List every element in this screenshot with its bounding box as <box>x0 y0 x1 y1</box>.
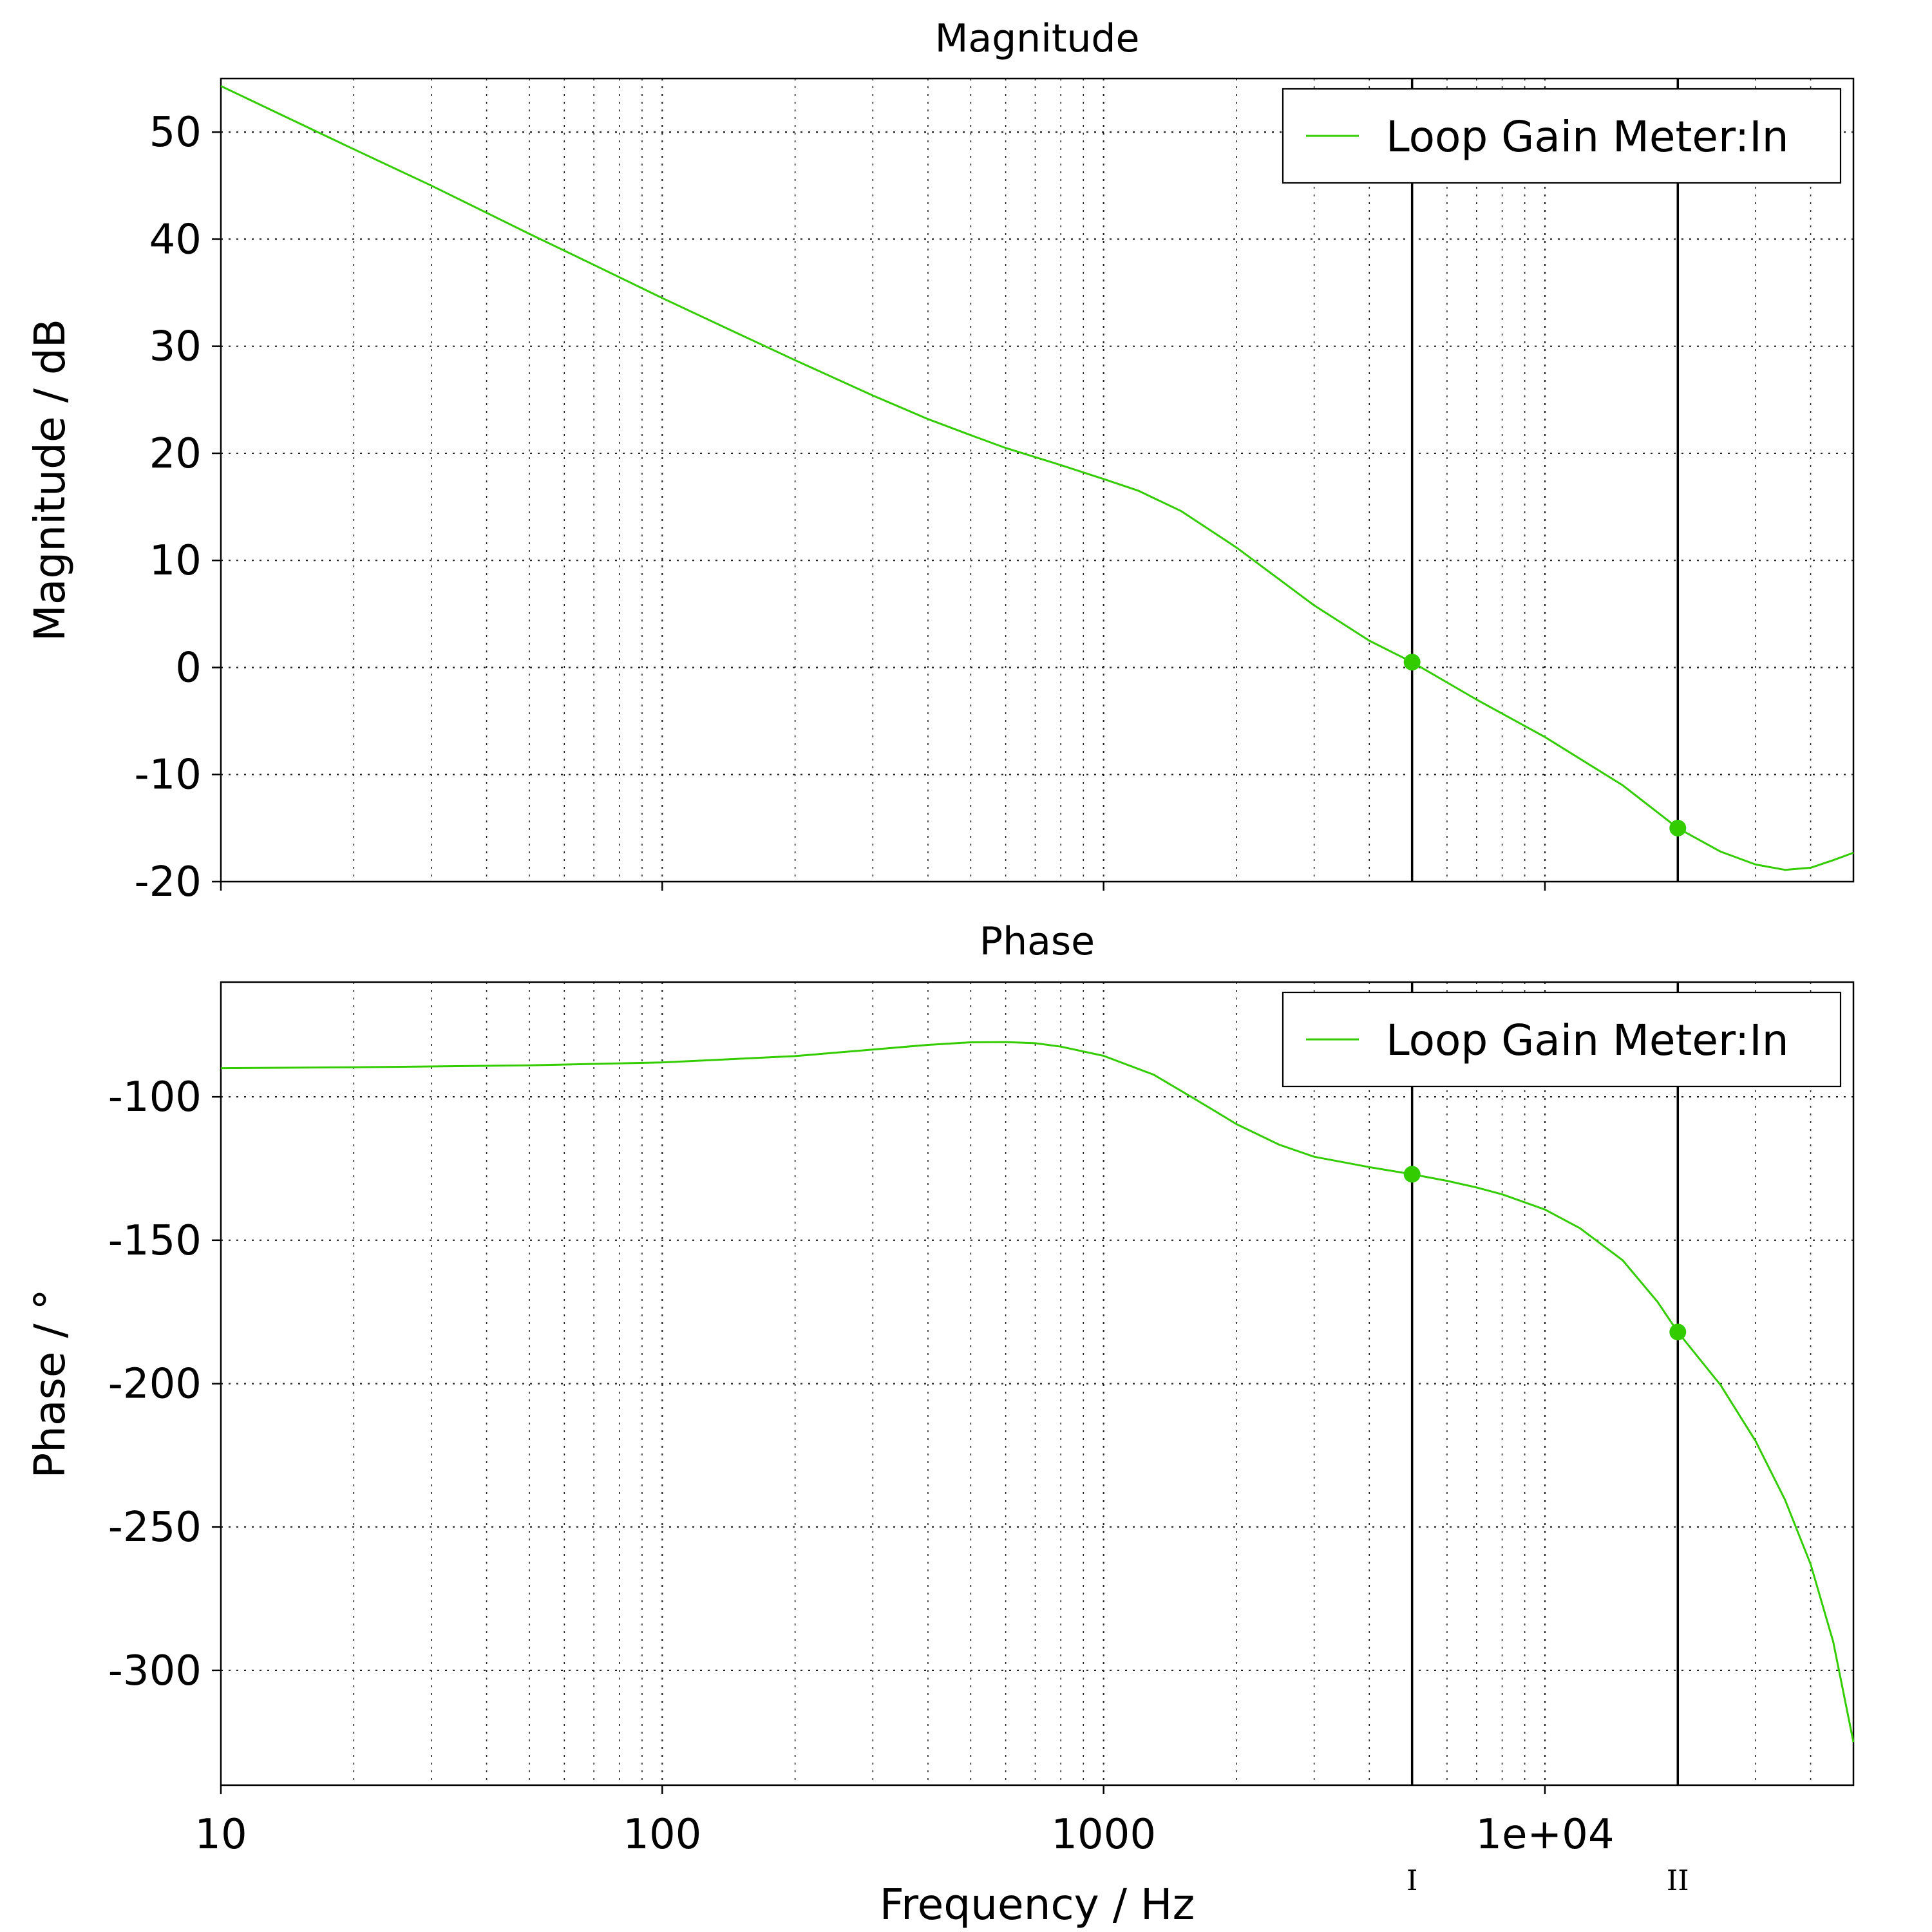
x-tick-label: 10 <box>194 1811 247 1859</box>
legend: Loop Gain Meter:In <box>1282 991 1842 1088</box>
y-tick-label: 30 <box>149 323 202 371</box>
panel-title: Phase <box>980 919 1095 964</box>
y-tick-label: -150 <box>108 1217 202 1265</box>
legend: Loop Gain Meter:In <box>1282 88 1842 184</box>
y-tick-label: -200 <box>108 1361 202 1408</box>
phase-panel: Phase -300 -250 -200 -150 -100 10 100 1000 1e+04 P… <box>25 919 1855 1929</box>
cursor-marker-II <box>1669 819 1687 837</box>
legend-box <box>1282 991 1842 1088</box>
grid <box>221 982 1853 1785</box>
y-axis-label: Phase / ° <box>25 1289 75 1478</box>
cursor-marker-II <box>1669 1323 1687 1341</box>
legend-box <box>1282 88 1842 184</box>
plot-frame <box>220 77 1855 883</box>
x-tick-label: 1000 <box>1051 1811 1156 1859</box>
legend-label: Loop Gain Meter:In <box>1386 1016 1789 1065</box>
series-line <box>220 85 1854 871</box>
x-tick-label: 100 <box>623 1811 701 1859</box>
y-tick-label: -300 <box>108 1647 202 1695</box>
legend-label: Loop Gain Meter:In <box>1386 112 1789 162</box>
y-tick-label: 20 <box>149 430 202 478</box>
series-line <box>220 1041 1855 1743</box>
cursor-label-I: I <box>1406 1864 1417 1897</box>
y-tick-label: -10 <box>134 752 202 799</box>
magnitude-panel: Magnitude -20 -10 0 10 20 30 40 50 Magnitude / dB… <box>25 16 1855 906</box>
grid <box>221 79 1853 882</box>
panel-title: Magnitude <box>935 16 1140 61</box>
cursor-label-II: II <box>1667 1864 1689 1897</box>
plot-frame <box>220 981 1855 1786</box>
x-axis-label: Frequency / Hz <box>880 1880 1195 1929</box>
y-tick-label: -250 <box>108 1504 202 1551</box>
y-tick-label: 50 <box>149 109 202 156</box>
cursor-labels: I II <box>1406 1864 1689 1897</box>
y-tick-label: 10 <box>149 537 202 585</box>
x-tick-label: 1e+04 <box>1475 1811 1614 1859</box>
y-tick-label: 40 <box>149 216 202 263</box>
y-tick-label: -20 <box>134 858 202 906</box>
cursor-marker-I <box>1403 654 1421 671</box>
y-tick-label: -100 <box>108 1074 202 1121</box>
cursor-marker-I <box>1403 1166 1421 1183</box>
y-tick-label: 0 <box>175 644 202 692</box>
y-axis-label: Magnitude / dB <box>25 319 75 641</box>
